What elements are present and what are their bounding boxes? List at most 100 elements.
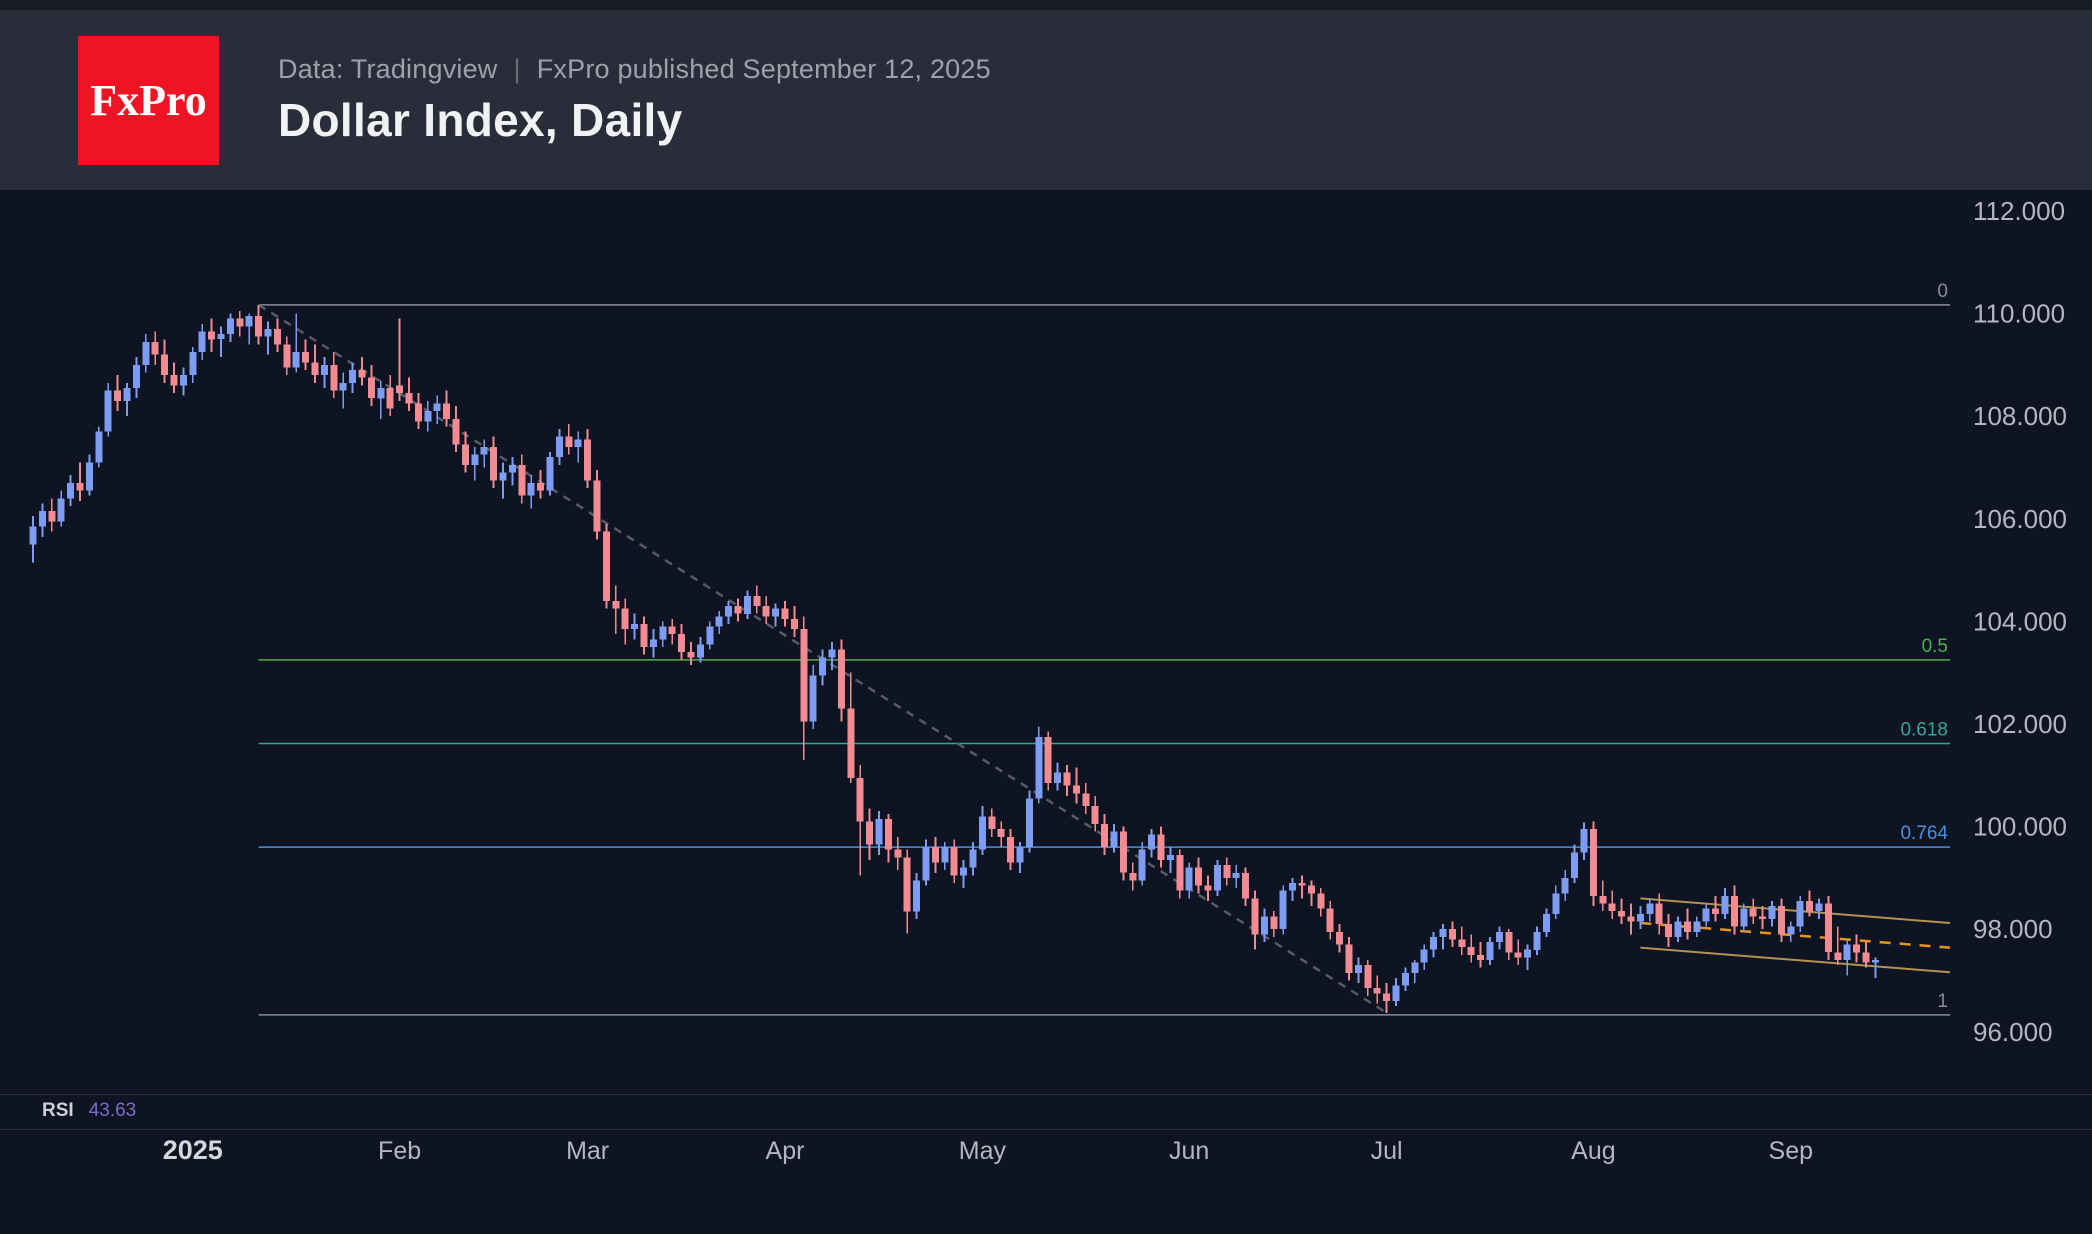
x-axis-label-2025: 2025: [163, 1135, 223, 1165]
source-line: Data: Tradingview | FxPro published Septem…: [278, 54, 991, 85]
candle-down: [593, 480, 601, 532]
candle-up: [198, 331, 206, 353]
candle-down: [302, 352, 310, 363]
candle-down: [1665, 924, 1673, 937]
candle-down: [1806, 901, 1814, 912]
candle-up: [1411, 962, 1419, 973]
candle-down: [1777, 906, 1785, 935]
candle-down: [1082, 793, 1090, 807]
candle-up: [142, 341, 150, 365]
candle-up: [1646, 903, 1654, 914]
candle-up: [1702, 908, 1710, 922]
candle-up: [1843, 944, 1851, 960]
candle-down: [283, 344, 291, 368]
candle-up: [1232, 872, 1240, 878]
candle-up: [67, 482, 75, 499]
candle-up: [1430, 936, 1438, 950]
candle-down: [884, 818, 892, 850]
candle-up: [913, 880, 921, 912]
candle-down: [161, 354, 169, 376]
candle-up: [339, 382, 347, 391]
y-axis-label: 104.000: [1973, 606, 2067, 636]
x-axis-label-aug: Aug: [1571, 1137, 1615, 1165]
candle-down: [640, 624, 648, 648]
candle-up: [1495, 931, 1503, 943]
candle-down: [490, 447, 498, 481]
candle-up: [555, 436, 563, 458]
candle-up: [1580, 829, 1588, 853]
candle-down: [1044, 736, 1052, 783]
candle-down: [170, 375, 178, 386]
x-axis-label-may: May: [959, 1137, 1007, 1165]
candle-down: [273, 329, 281, 345]
candle-down: [1326, 908, 1334, 932]
candle-up: [1016, 847, 1024, 863]
candle-down: [255, 316, 263, 337]
rsi-row: RSI 43.63: [42, 1100, 136, 1122]
candle-up: [179, 375, 187, 386]
x-axis-label-feb: Feb: [378, 1137, 421, 1165]
candle-up: [29, 526, 37, 545]
candle-down: [330, 364, 338, 391]
candle-down: [612, 600, 620, 609]
candle-down: [1298, 883, 1306, 886]
candle-up: [1871, 960, 1879, 963]
candle-down: [837, 649, 845, 709]
candle-down: [537, 482, 545, 491]
candle-up: [978, 816, 986, 850]
candle-down: [997, 829, 1005, 837]
candle-up: [349, 370, 357, 383]
candle-down: [1618, 911, 1626, 917]
candle-up: [1289, 883, 1297, 891]
candle-down: [236, 318, 244, 327]
candle-down: [1063, 772, 1071, 786]
x-axis-label-sep: Sep: [1769, 1137, 1813, 1165]
candle-down: [1853, 944, 1861, 953]
candle-down: [1223, 865, 1231, 878]
candle-up: [245, 316, 253, 327]
candle-up: [1025, 798, 1033, 848]
candle-down: [1336, 931, 1344, 945]
candle-up: [1486, 942, 1494, 960]
candle-down: [1862, 952, 1870, 963]
candle-down: [414, 403, 422, 422]
candle-down: [1655, 903, 1663, 924]
candle-down: [1712, 908, 1720, 914]
candle-down: [405, 393, 413, 404]
candle-down: [208, 331, 216, 340]
candle-up: [424, 411, 432, 422]
candle-up: [1110, 831, 1118, 848]
y-axis-label: 100.000: [1973, 812, 2067, 842]
candles-layer: [29, 304, 1879, 1013]
candle-down: [1119, 831, 1127, 873]
candle-down: [1608, 903, 1616, 912]
candle-up: [123, 388, 131, 401]
candle-down: [931, 847, 939, 863]
candle-down: [584, 439, 592, 481]
header-text-block: Data: Tradingview | FxPro published Septem…: [278, 54, 991, 147]
fib-label-0.618: 0.618: [1900, 719, 1948, 740]
fib-label-1: 1: [1937, 991, 1948, 1012]
candle-down: [367, 377, 375, 399]
candle-up: [104, 390, 112, 432]
candle-up: [132, 364, 140, 388]
candle-down: [1345, 944, 1353, 973]
candle-up: [546, 457, 554, 491]
candle-up: [659, 626, 667, 640]
candle-down: [1195, 867, 1203, 886]
candle-down: [847, 708, 855, 778]
candle-down: [1176, 854, 1184, 891]
candle-up: [85, 462, 93, 491]
candle-down: [461, 444, 469, 465]
header: FxPro Data: Tradingview | FxPro published …: [0, 10, 2092, 190]
candle-up: [725, 606, 733, 617]
x-axis-label-jun: Jun: [1169, 1137, 1209, 1165]
y-axis-label: 106.000: [1973, 504, 2067, 534]
candle-up: [508, 464, 516, 473]
candle-up: [1392, 985, 1400, 1001]
candle-up: [1636, 913, 1644, 922]
candle-up: [1401, 972, 1409, 986]
candle-up: [715, 616, 723, 627]
